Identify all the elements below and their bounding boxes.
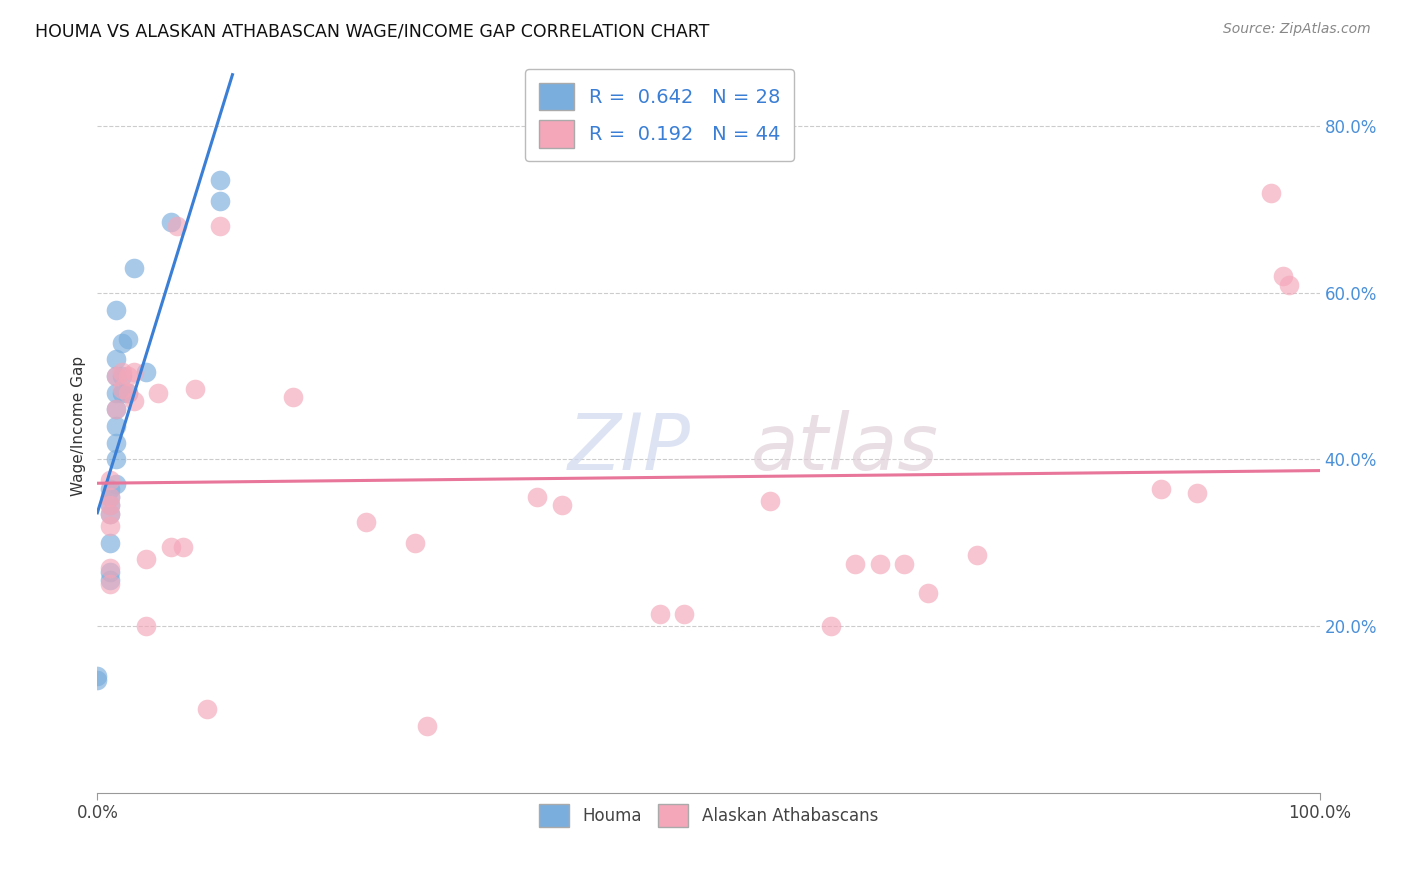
Point [86, 669, 108, 683]
Point [104, 419, 127, 434]
Point [111, 382, 134, 396]
Point [98, 519, 121, 533]
Point [122, 260, 145, 275]
Point [1260, 186, 1282, 200]
Point [159, 540, 181, 554]
Point [135, 619, 157, 633]
Point [208, 219, 231, 234]
Point [98, 560, 121, 574]
Point [117, 385, 139, 400]
Point [117, 369, 139, 384]
Point [111, 335, 134, 350]
Point [551, 498, 574, 512]
Point [104, 385, 127, 400]
Point [893, 557, 915, 571]
Point [111, 365, 134, 379]
Point [98, 535, 121, 549]
Point [166, 219, 188, 234]
Point [104, 369, 127, 384]
Text: atlas: atlas [751, 410, 939, 486]
Point [98, 573, 121, 587]
Point [208, 173, 231, 187]
Point [98, 577, 121, 591]
Point [758, 494, 780, 508]
Point [104, 477, 127, 491]
Y-axis label: Wage/Income Gap: Wage/Income Gap [72, 356, 86, 496]
Point [148, 385, 170, 400]
Point [281, 390, 304, 404]
Point [98, 482, 121, 496]
Point [195, 702, 218, 716]
Point [673, 607, 696, 621]
Point [844, 557, 866, 571]
Point [98, 498, 121, 512]
Text: ZIP: ZIP [568, 410, 690, 486]
Point [526, 490, 548, 504]
Point [117, 385, 139, 400]
Point [416, 719, 439, 733]
Point [917, 585, 939, 599]
Point [104, 452, 127, 467]
Point [98, 490, 121, 504]
Point [111, 385, 134, 400]
Point [1187, 485, 1209, 500]
Point [104, 369, 127, 384]
Point [104, 402, 127, 417]
Point [86, 673, 108, 688]
Point [98, 498, 121, 512]
Point [820, 619, 842, 633]
Text: Source: ZipAtlas.com: Source: ZipAtlas.com [1223, 22, 1371, 37]
Text: HOUMA VS ALASKAN ATHABASCAN WAGE/INCOME GAP CORRELATION CHART: HOUMA VS ALASKAN ATHABASCAN WAGE/INCOME … [35, 22, 710, 40]
Point [135, 365, 157, 379]
Point [98, 490, 121, 504]
Point [98, 473, 121, 487]
Point [98, 507, 121, 521]
Legend: Houma, Alaskan Athabascans: Houma, Alaskan Athabascans [530, 796, 886, 836]
Point [111, 369, 134, 384]
Point [404, 535, 426, 549]
Point [184, 382, 207, 396]
Point [98, 507, 121, 521]
Point [648, 607, 671, 621]
Point [122, 394, 145, 409]
Point [1150, 482, 1173, 496]
Point [98, 565, 121, 579]
Point [104, 302, 127, 317]
Point [1271, 269, 1294, 284]
Point [104, 435, 127, 450]
Point [104, 402, 127, 417]
Point [1278, 277, 1301, 292]
Point [117, 332, 139, 346]
Point [869, 557, 891, 571]
Point [135, 552, 157, 566]
Point [159, 215, 181, 229]
Point [122, 365, 145, 379]
Point [208, 194, 231, 209]
Point [966, 548, 988, 562]
Point [172, 540, 194, 554]
Point [104, 352, 127, 367]
Point [354, 515, 377, 529]
